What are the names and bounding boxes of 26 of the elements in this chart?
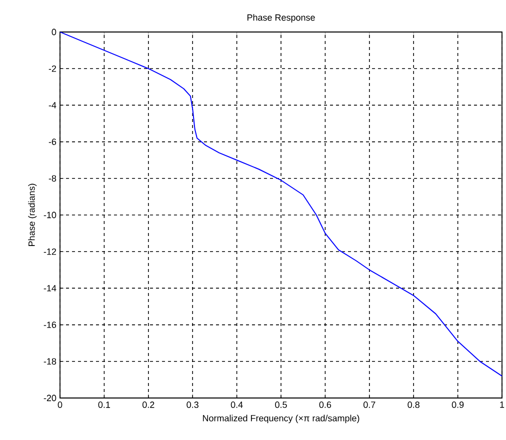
x-tick-label: 0.7 bbox=[363, 402, 376, 408]
x-tick-label: 0.9 bbox=[452, 402, 464, 408]
x-tick-label: 0.6 bbox=[319, 402, 332, 408]
x-tick-label: 0.3 bbox=[186, 402, 198, 408]
chart-title: Phase Response bbox=[247, 14, 315, 22]
y-tick-label: -16 bbox=[44, 322, 56, 328]
y-tick-label: -2 bbox=[48, 65, 56, 72]
x-tick-label: 0.1 bbox=[98, 402, 110, 408]
y-axis-title: Phase (radians) bbox=[28, 184, 37, 246]
y-tick-label: -12 bbox=[44, 248, 56, 255]
y-tick-label: -8 bbox=[48, 175, 56, 182]
y-tick-label: -4 bbox=[48, 102, 56, 108]
x-tick-label: 0 bbox=[58, 402, 62, 408]
y-tick-label: 0 bbox=[52, 28, 56, 36]
y-tick-label: -20 bbox=[44, 394, 56, 402]
x-tick-label: 0.8 bbox=[408, 402, 420, 408]
x-tick-label: 0.2 bbox=[142, 402, 154, 408]
y-tick-label: -6 bbox=[48, 138, 56, 145]
x-axis-title: Normalized Frequency (×π rad/sample) bbox=[202, 414, 360, 424]
x-tick-label: 1 bbox=[500, 402, 504, 408]
x-tick-label: 0.5 bbox=[275, 402, 287, 408]
x-tick-label: 0.4 bbox=[230, 402, 243, 408]
line-series bbox=[60, 32, 502, 377]
y-tick-label: -14 bbox=[44, 285, 56, 292]
y-tick-label: -18 bbox=[44, 358, 56, 365]
y-tick-label: -10 bbox=[44, 212, 56, 218]
